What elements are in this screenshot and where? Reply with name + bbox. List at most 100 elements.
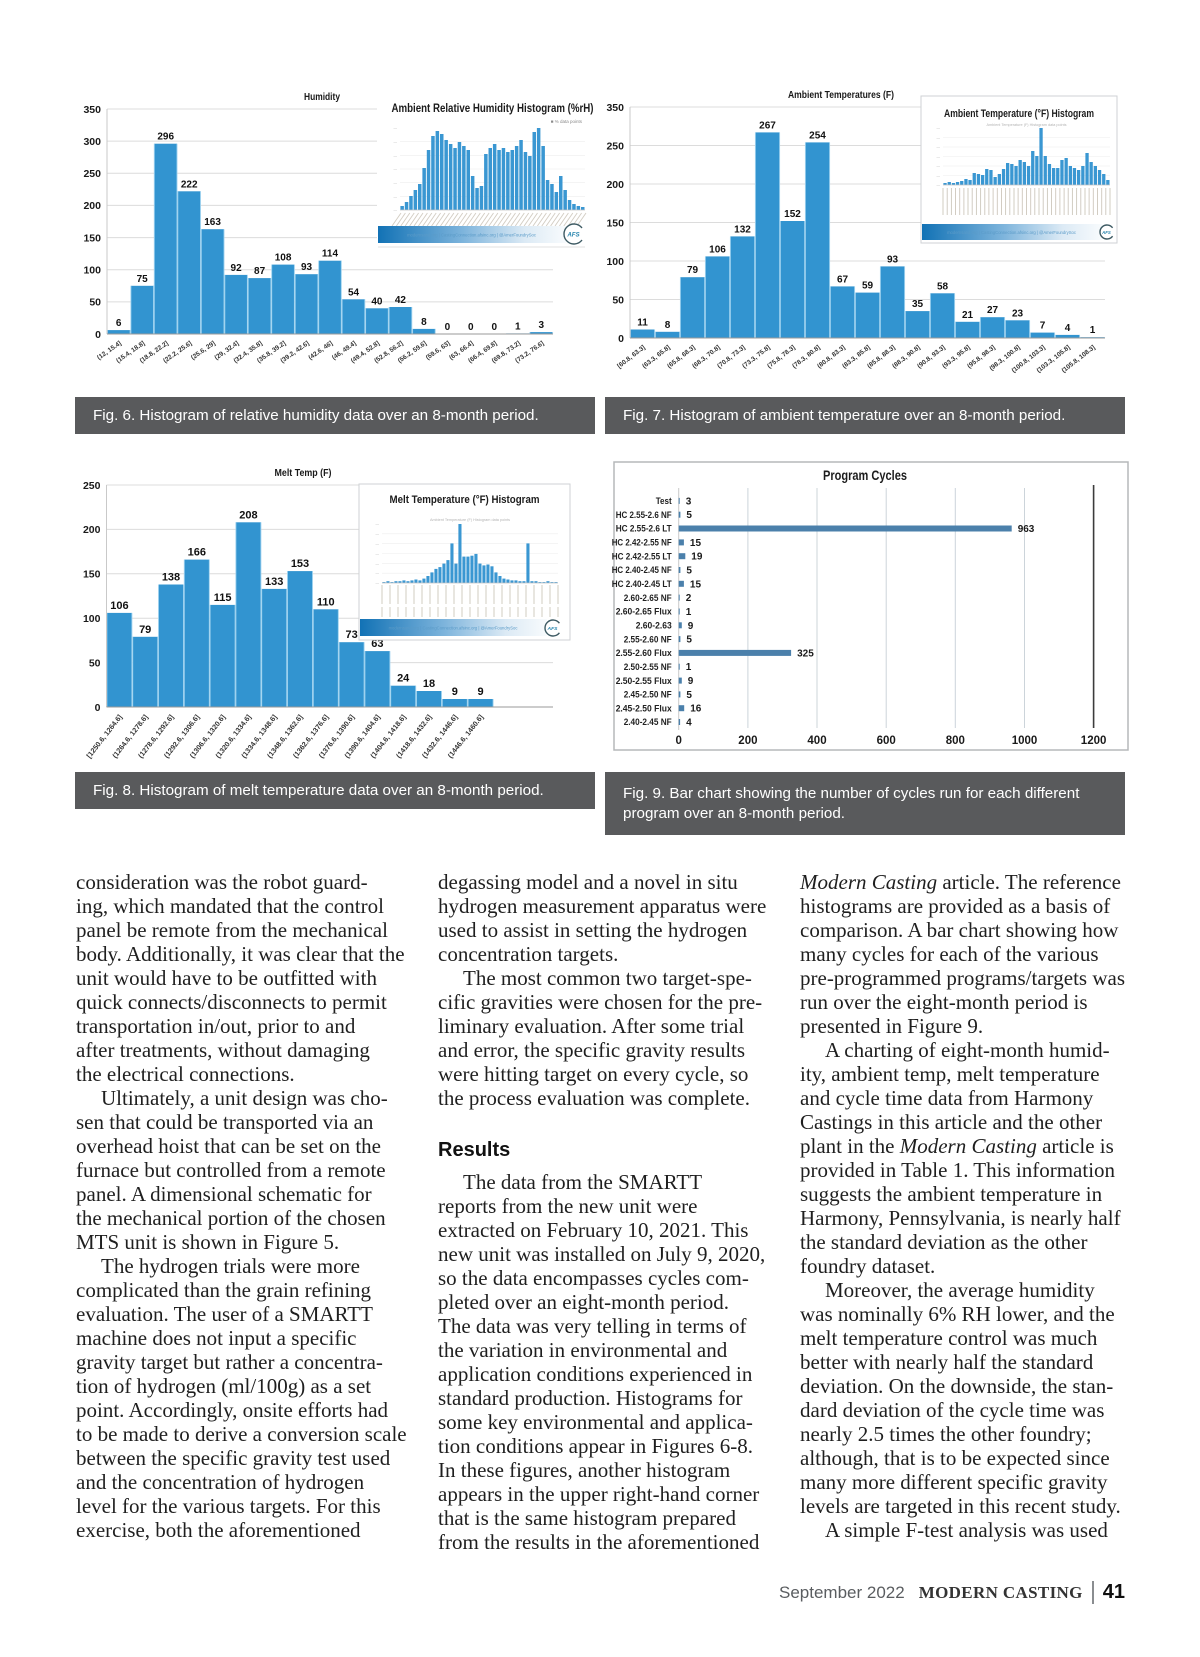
svg-text:2.60-2.65 Flux: 2.60-2.65 Flux xyxy=(616,607,673,618)
svg-text:50: 50 xyxy=(89,297,101,309)
svg-text:15: 15 xyxy=(690,579,702,590)
svg-text:—: — xyxy=(394,181,398,185)
svg-text:250: 250 xyxy=(83,480,101,492)
svg-text:—: — xyxy=(394,168,398,172)
svg-text:—: — xyxy=(376,562,380,566)
svg-text:11: 11 xyxy=(637,318,648,329)
svg-text:150: 150 xyxy=(83,232,101,244)
svg-text:152: 152 xyxy=(784,209,801,220)
svg-text:5: 5 xyxy=(686,566,692,577)
svg-text:110: 110 xyxy=(317,596,335,608)
svg-text:1200: 1200 xyxy=(1081,735,1107,747)
svg-text:63: 63 xyxy=(371,638,383,650)
svg-text:0: 0 xyxy=(95,329,101,341)
svg-text:106: 106 xyxy=(110,600,128,612)
svg-text:93: 93 xyxy=(301,262,313,273)
svg-text:800: 800 xyxy=(946,735,965,747)
svg-text:21: 21 xyxy=(962,310,974,321)
svg-text:150: 150 xyxy=(83,569,101,581)
svg-text:79: 79 xyxy=(139,624,151,636)
svg-text:5: 5 xyxy=(686,635,692,646)
svg-text:350: 350 xyxy=(606,102,624,114)
svg-text:Ambient Temperature (F) Histog: Ambient Temperature (F) Histogram data p… xyxy=(986,123,1066,127)
svg-text:200: 200 xyxy=(83,524,101,536)
svg-text:2.40-2.45 NF: 2.40-2.45 NF xyxy=(624,717,672,728)
svg-text:Humidity: Humidity xyxy=(304,92,340,103)
svg-text:—: — xyxy=(937,184,941,188)
svg-text:59: 59 xyxy=(862,281,874,292)
svg-text:Ambient Temperatures (F): Ambient Temperatures (F) xyxy=(788,90,894,101)
svg-text:87: 87 xyxy=(254,266,266,277)
svg-text:AFS: AFS xyxy=(566,232,580,239)
svg-text:—: — xyxy=(376,542,380,546)
svg-text:—: — xyxy=(376,532,380,536)
svg-text:—: — xyxy=(376,572,380,576)
svg-text:2.45-2.50 Flux: 2.45-2.50 Flux xyxy=(616,703,673,714)
svg-text:963: 963 xyxy=(1018,524,1035,535)
svg-text:(25.6, 29]: (25.6, 29] xyxy=(190,340,217,362)
svg-text:modernsand.org | CastingConn: modernsand.org | CastingConnection.afsin… xyxy=(407,232,536,237)
svg-text:350: 350 xyxy=(83,104,101,116)
svg-text:138: 138 xyxy=(162,572,180,584)
svg-text:132: 132 xyxy=(734,224,751,235)
svg-text:93: 93 xyxy=(887,254,899,265)
svg-text:3: 3 xyxy=(686,496,692,507)
svg-text:50: 50 xyxy=(612,294,624,306)
svg-text:6: 6 xyxy=(116,318,122,329)
svg-text:200: 200 xyxy=(83,200,101,212)
svg-text:79: 79 xyxy=(687,265,699,276)
svg-text:4: 4 xyxy=(1065,323,1071,334)
svg-text:—: — xyxy=(394,209,398,213)
svg-text:—: — xyxy=(394,140,398,144)
svg-text:Program Cycles: Program Cycles xyxy=(823,467,907,483)
svg-text:75: 75 xyxy=(137,274,149,285)
svg-text:—: — xyxy=(394,195,398,199)
svg-text:250: 250 xyxy=(606,140,624,152)
svg-text:1: 1 xyxy=(686,662,692,673)
svg-text:9: 9 xyxy=(688,676,694,687)
svg-text:—: — xyxy=(937,174,941,178)
svg-text:2.60-2.63: 2.60-2.63 xyxy=(636,621,672,632)
svg-text:106: 106 xyxy=(709,244,726,255)
svg-text:2: 2 xyxy=(686,593,692,604)
svg-text:296: 296 xyxy=(157,132,174,143)
svg-text:0: 0 xyxy=(468,322,474,333)
svg-text:8: 8 xyxy=(665,320,671,331)
svg-text:400: 400 xyxy=(807,735,826,747)
svg-text:—: — xyxy=(376,552,380,556)
svg-text:5: 5 xyxy=(686,690,692,701)
svg-text:5: 5 xyxy=(686,510,692,521)
svg-text:HC 2.42-2.55 NF: HC 2.42-2.55 NF xyxy=(612,538,672,549)
svg-text:—: — xyxy=(937,136,941,140)
svg-text:115: 115 xyxy=(214,592,232,604)
svg-text:58: 58 xyxy=(937,281,949,292)
svg-text:4: 4 xyxy=(686,718,692,729)
svg-text:40: 40 xyxy=(371,296,383,307)
svg-text:9: 9 xyxy=(452,686,458,698)
svg-text:35: 35 xyxy=(912,299,924,310)
svg-text:2.50-2.55 Flux: 2.50-2.55 Flux xyxy=(616,676,673,687)
svg-text:92: 92 xyxy=(231,263,243,274)
svg-text:0: 0 xyxy=(445,322,451,333)
svg-text:15: 15 xyxy=(690,538,702,549)
svg-text:166: 166 xyxy=(188,547,206,559)
svg-text:HC 2.55-2.6 NF: HC 2.55-2.6 NF xyxy=(616,510,672,521)
svg-text:HC 2.40-2.45 NF: HC 2.40-2.45 NF xyxy=(612,565,672,576)
svg-text:16: 16 xyxy=(690,704,702,715)
svg-text:Ambient Relative Humidity Hist: Ambient Relative Humidity Histogram (%rH… xyxy=(392,101,594,115)
svg-text:73: 73 xyxy=(345,629,357,641)
svg-text:200: 200 xyxy=(738,735,757,747)
svg-text:163: 163 xyxy=(204,217,221,228)
svg-text:Melt Temp (F): Melt Temp (F) xyxy=(275,468,332,479)
svg-text:(59.6, 63]: (59.6, 63] xyxy=(425,340,452,362)
svg-text:AFS: AFS xyxy=(1101,230,1111,235)
svg-text:150: 150 xyxy=(606,217,624,229)
svg-text:—: — xyxy=(394,127,398,131)
svg-text:1: 1 xyxy=(515,321,521,332)
svg-text:8: 8 xyxy=(421,317,427,328)
svg-text:Ambient Temperature (°F) Histo: Ambient Temperature (°F) Histogram xyxy=(944,108,1094,120)
svg-text:42: 42 xyxy=(395,295,407,306)
svg-text:7: 7 xyxy=(1040,321,1046,332)
svg-text:23: 23 xyxy=(1012,308,1024,319)
svg-text:267: 267 xyxy=(759,120,776,131)
